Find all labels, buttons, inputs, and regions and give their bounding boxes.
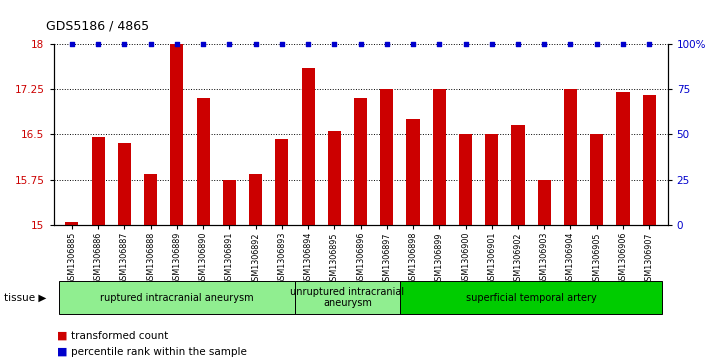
Bar [295,281,400,314]
Text: transformed count: transformed count [71,331,169,341]
Point [66,41,78,46]
Bar [564,89,577,225]
Point [408,41,419,46]
Text: tissue ▶: tissue ▶ [4,293,46,303]
Point [92,41,104,46]
Bar [406,119,420,225]
Point [145,41,156,46]
Bar [144,174,157,225]
Point [223,41,235,46]
Bar [59,281,295,314]
Bar [301,68,315,225]
Bar [590,134,603,225]
Bar [328,131,341,225]
Point [250,41,261,46]
Point [460,41,471,46]
Text: ■: ■ [57,331,68,341]
Point [119,41,130,46]
Point [381,41,393,46]
Point [643,41,655,46]
Bar [66,222,79,225]
Bar [511,125,525,225]
Point [302,41,313,46]
Text: GDS5186 / 4865: GDS5186 / 4865 [46,20,149,33]
Bar [486,134,498,225]
Bar [400,281,663,314]
Bar [616,92,630,225]
Bar [91,137,105,225]
Point [197,41,208,46]
Bar [643,95,655,225]
Text: percentile rank within the sample: percentile rank within the sample [71,347,247,357]
Text: unruptured intracranial
aneurysm: unruptured intracranial aneurysm [291,287,405,309]
Point [591,41,603,46]
Bar [276,139,288,225]
Point [565,41,576,46]
Bar [118,143,131,225]
Bar [249,174,262,225]
Bar [171,44,183,225]
Bar [433,89,446,225]
Point [328,41,340,46]
Text: superficial temporal artery: superficial temporal artery [466,293,596,303]
Bar [196,98,210,225]
Bar [538,180,550,225]
Point [355,41,366,46]
Point [171,41,183,46]
Point [433,41,445,46]
Point [513,41,524,46]
Bar [223,180,236,225]
Point [538,41,550,46]
Point [276,41,288,46]
Bar [354,98,367,225]
Text: ruptured intracranial aneurysm: ruptured intracranial aneurysm [100,293,253,303]
Text: ■: ■ [57,347,68,357]
Bar [459,134,472,225]
Point [486,41,498,46]
Point [618,41,629,46]
Bar [381,89,393,225]
